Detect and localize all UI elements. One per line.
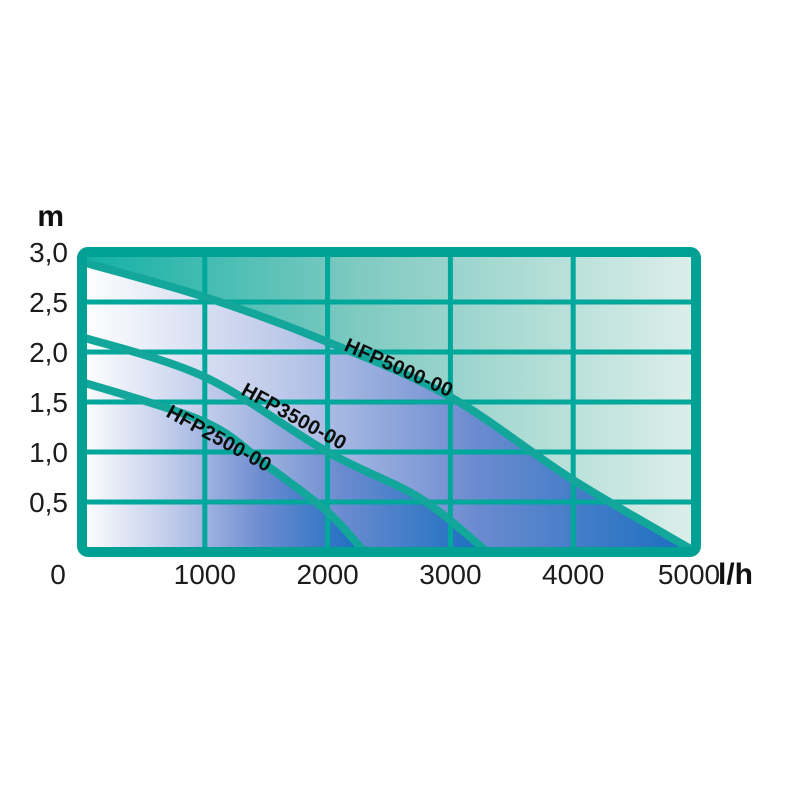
y-tick-label: 1,5 xyxy=(29,387,68,418)
x-tick-label: 2000 xyxy=(296,559,358,590)
y-tick-label: 3,0 xyxy=(29,237,68,268)
x-tick-label: 0 xyxy=(50,559,66,590)
axis-tick-labels: 0 1000 2000 3000 4000 5000 0,5 1,0 1,5 2,0 2,5 3,0 xyxy=(29,237,720,590)
x-tick-label: 3000 xyxy=(419,559,481,590)
curve-hfp5000 xyxy=(82,258,696,552)
plot-area xyxy=(82,252,696,552)
y-axis-unit-label: m xyxy=(37,200,64,233)
x-tick-label: 4000 xyxy=(542,559,604,590)
gridlines xyxy=(82,252,696,552)
curve-hfp2500 xyxy=(82,378,368,552)
y-tick-label: 2,5 xyxy=(29,287,68,318)
x-tick-label: 1000 xyxy=(174,559,236,590)
y-tick-label: 2,0 xyxy=(29,337,68,368)
x-axis-unit-label: l/h xyxy=(718,558,753,591)
x-tick-label: 5000 xyxy=(658,559,720,590)
area-fill-hfp2500 xyxy=(82,382,365,552)
y-tick-label: 1,0 xyxy=(29,437,68,468)
y-tick-label: 0,5 xyxy=(29,487,68,518)
curve-hfp3500 xyxy=(82,333,490,552)
plot-border xyxy=(77,247,701,557)
